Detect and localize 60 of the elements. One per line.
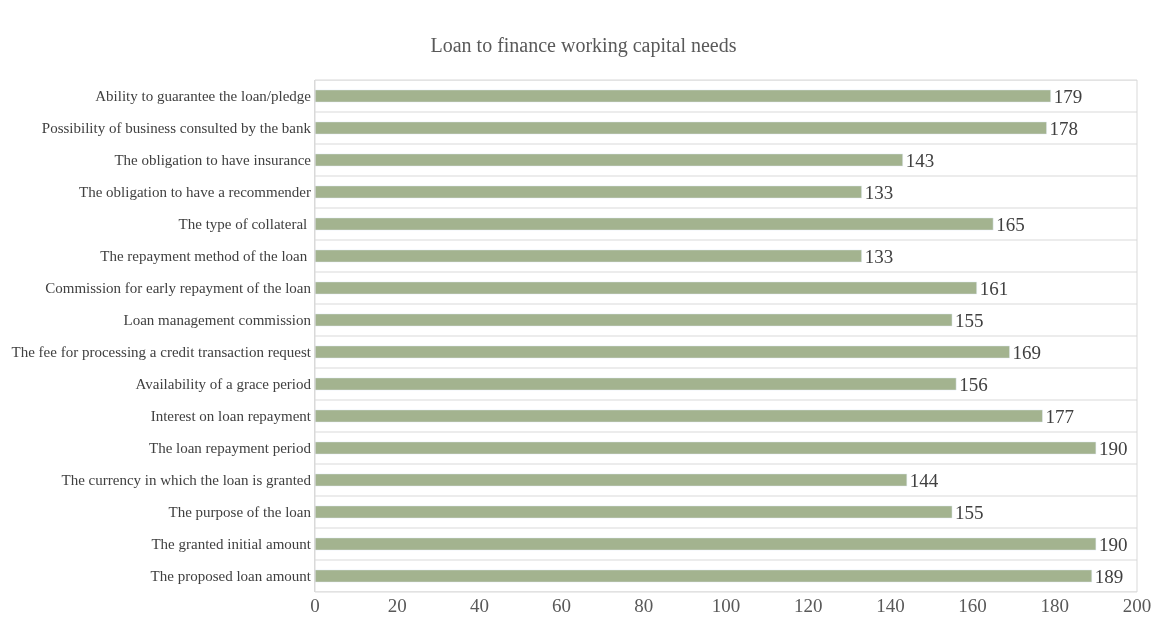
- data-label: 189: [1094, 565, 1124, 587]
- y-tick-label: The fee for processing a credit transaction request: [11, 344, 312, 361]
- data-label: 156: [959, 373, 988, 395]
- y-tick-label: The purpose of the loan: [168, 504, 312, 521]
- bar: [315, 313, 953, 327]
- y-tick-label: The obligation to have insurance: [114, 152, 312, 169]
- y-tick-label: Commission for early repayment of the loan: [45, 280, 312, 297]
- bar: [315, 569, 1093, 583]
- data-label: 177: [1045, 405, 1074, 427]
- bar: [315, 121, 1047, 135]
- data-label: 155: [955, 309, 984, 331]
- bar: [315, 537, 1097, 551]
- data-label: 144: [909, 469, 939, 491]
- data-label: 155: [955, 501, 984, 523]
- bar: [315, 505, 953, 519]
- x-tick-label: 40: [469, 595, 489, 616]
- bar: [315, 473, 908, 487]
- data-label: 179: [1053, 85, 1083, 107]
- y-tick-label: The type of collateral: [178, 216, 311, 233]
- bar: [315, 153, 903, 167]
- bar: [315, 409, 1043, 423]
- x-tick-label: 20: [387, 595, 407, 616]
- y-tick-label: The proposed loan amount: [150, 568, 312, 585]
- data-label: 133: [864, 245, 894, 267]
- bar: [315, 249, 862, 263]
- y-tick-label: Interest on loan repayment: [150, 408, 312, 425]
- y-tick-label: Loan management commission: [123, 312, 312, 329]
- data-label: 143: [905, 149, 935, 171]
- y-tick-label: Ability to guarantee the loan/pledge: [95, 88, 312, 105]
- data-label: 133: [864, 181, 894, 203]
- x-tick-label: 120: [793, 595, 823, 616]
- bar: [315, 217, 994, 231]
- x-tick-label: 0: [310, 595, 320, 616]
- y-tick-label: The currency in which the loan is granted: [61, 472, 312, 489]
- y-tick-label: Possibility of business consulted by the bank: [41, 120, 312, 137]
- x-tick-label: 180: [1040, 595, 1070, 616]
- chart-title: Loan to finance working capital needs: [430, 33, 737, 57]
- y-tick-label: The repayment method of the loan: [100, 248, 311, 265]
- x-tick-label: 80: [634, 595, 654, 616]
- data-label: 190: [1098, 437, 1128, 459]
- data-label: 161: [979, 277, 1009, 299]
- data-label: 190: [1098, 533, 1128, 555]
- bar: [315, 281, 977, 295]
- data-label: 169: [1012, 341, 1042, 363]
- x-tick-label: 200: [1122, 595, 1152, 616]
- data-label: 178: [1049, 117, 1079, 139]
- bar: [315, 345, 1010, 359]
- x-tick-label: 160: [958, 595, 987, 616]
- x-tick-label: 140: [876, 595, 905, 616]
- x-tick-label: 100: [711, 595, 741, 616]
- y-tick-label: Availability of a grace period: [135, 376, 312, 393]
- y-tick-label: The obligation to have a recommender: [79, 184, 311, 201]
- bar: [315, 377, 957, 391]
- bar: [315, 185, 862, 199]
- bar: [315, 89, 1051, 103]
- bar: [315, 441, 1097, 455]
- data-label: 165: [996, 213, 1025, 235]
- x-tick-label: 60: [552, 595, 572, 616]
- y-tick-label: The loan repayment period: [148, 440, 312, 457]
- y-tick-label: The granted initial amount: [151, 536, 312, 553]
